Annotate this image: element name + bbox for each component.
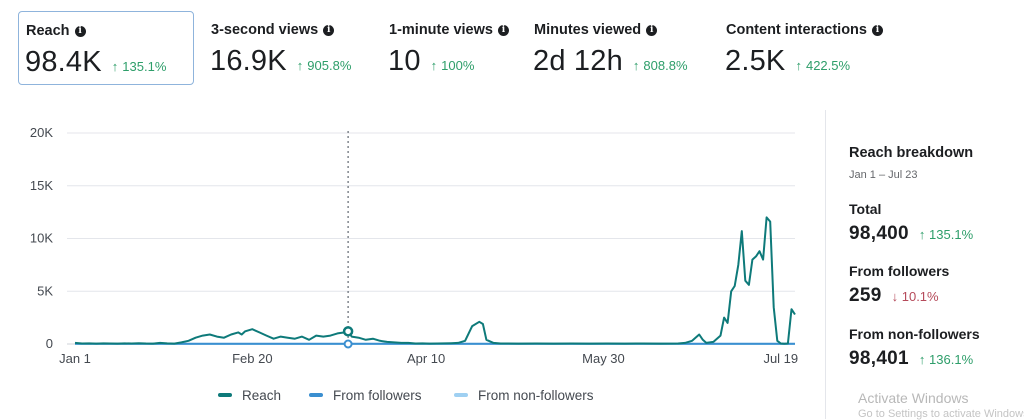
reach-line-chart[interactable]: 0 5K 10K 15K 20K Jan 1 Feb 20 Apr 10 May 30 Jul 1…: [0, 118, 815, 378]
watermark-subtitle: Go to Settings to activate Windows.: [858, 408, 1024, 420]
metric-value: 98.4K: [25, 46, 102, 79]
arrow-up-icon: ↑: [919, 352, 929, 367]
legend-from-followers[interactable]: From followers: [309, 385, 422, 405]
y-tick-label: 15K: [30, 178, 53, 193]
breakdown-change: ↓ 10.1%: [892, 289, 939, 304]
legend-reach[interactable]: Reach: [218, 385, 281, 405]
metric-change: ↑100%: [431, 58, 475, 73]
x-tick-label: Apr 10: [407, 351, 445, 366]
breakdown-row-from-non-followers: 98,401 ↑ 136.1%: [849, 348, 973, 370]
hover-point-from-followers[interactable]: [345, 341, 352, 348]
x-tick-label: Feb 20: [232, 351, 272, 366]
info-icon[interactable]: i: [872, 25, 883, 36]
breakdown-label-from-non-followers: From non-followers: [849, 326, 980, 342]
info-icon[interactable]: i: [75, 26, 86, 37]
info-icon[interactable]: i: [498, 25, 509, 36]
breakdown-value: 259: [849, 285, 882, 307]
breakdown-value: 98,401: [849, 348, 909, 370]
y-tick-label: 20K: [30, 125, 53, 140]
x-tick-label: Jan 1: [59, 351, 91, 366]
legend-label: From non-followers: [478, 388, 594, 403]
metric-change: ↑808.8%: [633, 58, 688, 73]
breakdown-row-from-followers: 259 ↓ 10.1%: [849, 285, 939, 307]
info-icon[interactable]: i: [646, 25, 657, 36]
legend-swatch: [218, 393, 232, 397]
y-tick-label: 10K: [30, 231, 53, 246]
metric-title: Minutes viewed: [534, 22, 641, 38]
y-tick-label: 5K: [37, 283, 53, 298]
metric-change: ↑135.1%: [112, 59, 167, 74]
legend-label: From followers: [333, 388, 422, 403]
arrow-up-icon: ↑: [919, 227, 929, 242]
metric-change: ↑422.5%: [795, 58, 850, 73]
panel-divider: [825, 110, 826, 419]
metric-title: 1-minute views: [389, 22, 493, 38]
metric-value: 10: [388, 45, 421, 78]
watermark-title: Activate Windows: [858, 390, 968, 406]
legend-swatch: [309, 393, 323, 397]
metric-value: 2d 12h: [533, 45, 623, 78]
metric-title: Reach: [26, 23, 70, 39]
metric-title: 3-second views: [211, 22, 318, 38]
hover-point-reach[interactable]: [344, 327, 352, 335]
breakdown-value: 98,400: [849, 223, 909, 245]
legend-from-non-followers[interactable]: From non-followers: [454, 385, 594, 405]
breakdown-row-total: 98,400 ↑ 135.1%: [849, 223, 973, 245]
breakdown-label-total: Total: [849, 201, 881, 217]
breakdown-date-range: Jan 1 – Jul 23: [849, 169, 918, 181]
metric-minutes-viewed[interactable]: Minutes viewed i 2d 12h ↑808.8%: [527, 11, 712, 85]
info-icon[interactable]: i: [323, 25, 334, 36]
y-tick-label: 0: [46, 336, 53, 351]
legend-label: Reach: [242, 388, 281, 403]
metric-3-second-views[interactable]: 3-second views i 16.9K ↑905.8%: [204, 11, 374, 85]
arrow-up-icon: ↑: [795, 58, 802, 73]
arrow-up-icon: ↑: [431, 58, 438, 73]
metric-title: Content interactions: [726, 22, 867, 38]
x-tick-label: Jul 19: [763, 351, 798, 366]
breakdown-title: Reach breakdown: [849, 145, 973, 161]
breakdown-change: ↑ 135.1%: [919, 227, 973, 242]
metric-change: ↑905.8%: [297, 58, 352, 73]
x-tick-label: May 30: [582, 351, 625, 366]
metric-value: 16.9K: [210, 45, 287, 78]
series-line[interactable]: [75, 217, 795, 343]
arrow-up-icon: ↑: [297, 58, 304, 73]
legend-swatch: [454, 393, 468, 397]
arrow-up-icon: ↑: [112, 59, 119, 74]
arrow-up-icon: ↑: [633, 58, 640, 73]
breakdown-label-from-followers: From followers: [849, 263, 949, 279]
metric-value: 2.5K: [725, 45, 785, 78]
arrow-down-icon: ↓: [892, 289, 902, 304]
metric-1-minute-views[interactable]: 1-minute views i 10 ↑100%: [382, 11, 517, 85]
metric-content-interactions[interactable]: Content interactions i 2.5K ↑422.5%: [719, 11, 899, 85]
breakdown-change: ↑ 136.1%: [919, 352, 973, 367]
